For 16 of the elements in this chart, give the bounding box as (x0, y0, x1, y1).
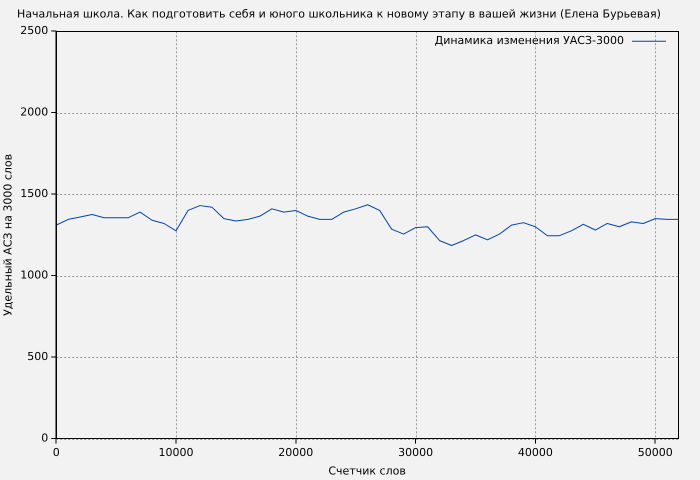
y-tick-label: 1000 (20, 268, 48, 282)
y-tick-label: 500 (27, 350, 48, 363)
x-tick-label: 40000 (518, 446, 553, 460)
x-tick-label: 20000 (278, 446, 314, 460)
y-tick-label: 2000 (20, 106, 48, 119)
x-tick-label: 50000 (638, 446, 673, 460)
x-tick-label: 10000 (158, 446, 194, 460)
x-tick-label: 30000 (398, 446, 434, 460)
y-tick-label: 1500 (20, 187, 48, 200)
x-axis-title: Счетчик слов (328, 464, 406, 478)
legend-label: Динамика изменения УАСЗ-3000 (434, 34, 624, 48)
chart-title: Начальная школа. Как подготовить себя и юного школьника к новому этапу в вашей жизни (Елена Бурьевая) (17, 7, 661, 20)
y-tick-label: 0 (41, 431, 48, 444)
y-axis-title: Удельный АСЗ на 3000 слов (1, 154, 14, 316)
x-tick-label: 0 (52, 446, 60, 460)
y-tick-label: 2500 (20, 24, 48, 38)
